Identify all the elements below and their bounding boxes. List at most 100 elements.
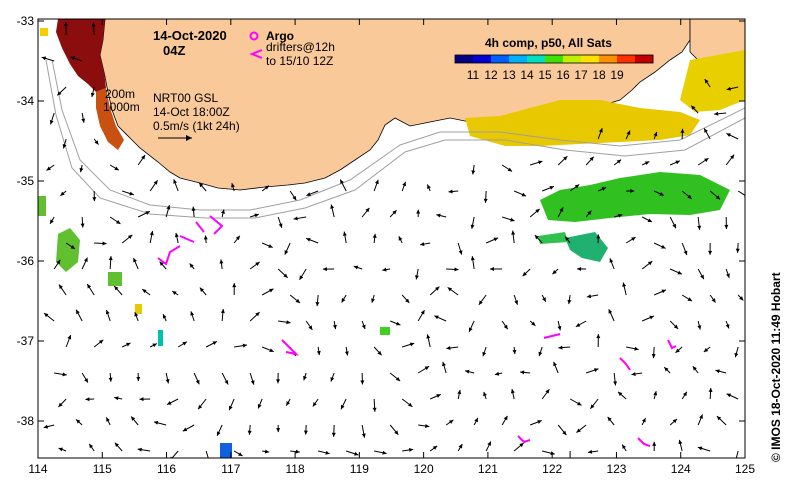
current-vector-head — [631, 237, 636, 241]
current-vector-head — [549, 185, 554, 190]
current-vector-head — [91, 22, 96, 27]
credit-label: © IMOS 18-Oct-2020 11:49 Hobart — [769, 272, 783, 462]
current-vector-head — [57, 91, 62, 96]
current-vector-head — [276, 428, 281, 433]
current-vector-head — [708, 387, 713, 393]
current-vector-head — [553, 361, 557, 367]
current-vector-head — [590, 404, 595, 409]
current-vector-head — [299, 275, 304, 280]
colorbar-segment — [635, 55, 654, 63]
current-vector-head — [493, 237, 499, 242]
current-vector-head — [58, 402, 63, 408]
current-vector-head — [711, 298, 716, 303]
current-vector-head — [189, 263, 194, 268]
current-vector-head — [726, 133, 731, 137]
current-vector-head — [342, 231, 347, 236]
current-vector-head — [292, 195, 297, 201]
current-vector-head — [575, 323, 581, 327]
colorbar-segment — [563, 55, 582, 63]
current-vector-head — [114, 442, 119, 447]
y-tick-label: -34 — [17, 94, 35, 108]
colorbar-frame — [454, 54, 654, 64]
current-vector-head — [141, 155, 146, 160]
current-vector-head — [228, 405, 233, 411]
current-vector-head — [442, 361, 446, 367]
composite-label: 4h comp, p50, All Sats — [485, 36, 612, 50]
current-vector-head — [142, 289, 147, 294]
current-vector-head — [458, 250, 463, 255]
current-vector-head — [487, 441, 491, 446]
current-vector-head — [224, 380, 229, 385]
current-vector-head — [534, 235, 540, 240]
current-vector-head — [653, 131, 658, 137]
current-vector-head — [478, 300, 483, 305]
current-vector-head — [416, 209, 421, 214]
current-vector-head — [514, 300, 519, 305]
current-vector-head — [131, 416, 136, 421]
current-vector-head — [392, 210, 397, 215]
current-vector-head — [503, 415, 508, 421]
y-axis: -33 -34 -35 -36 -37 -38 — [17, 14, 745, 428]
altimetry-source: NRT00 GSL — [153, 91, 218, 105]
current-vector-head — [286, 320, 291, 325]
current-vector-head — [394, 430, 399, 435]
current-vector-head — [587, 449, 593, 454]
current-vector-head — [594, 368, 599, 372]
sst-patch-west — [56, 228, 80, 272]
current-vector-head — [199, 287, 204, 292]
current-vector-head — [726, 273, 730, 278]
sst-band-teal-left — [538, 232, 568, 244]
current-vector-head — [587, 210, 592, 215]
current-vector-head — [62, 372, 67, 377]
current-vector-head — [167, 401, 172, 405]
sst-patch-green-mini — [380, 327, 390, 335]
current-vector-head — [60, 191, 65, 196]
current-vector-head — [90, 92, 95, 98]
current-vector-head — [165, 379, 170, 384]
current-vector-head — [395, 376, 401, 382]
current-vector-head — [653, 391, 658, 396]
colorbar-segment — [545, 55, 564, 63]
current-vector-head — [489, 266, 494, 271]
isobath-1000-label: 1000m — [103, 100, 140, 114]
current-vector-head — [598, 128, 603, 133]
current-vector-head — [470, 256, 475, 261]
current-vector-head — [608, 309, 613, 314]
x-tick-label: 122 — [542, 462, 562, 476]
current-vector-head — [44, 313, 49, 318]
current-vector-head — [106, 417, 110, 422]
sst-band-green — [540, 172, 730, 222]
colorbar-segment — [527, 55, 546, 63]
colorbar-segment — [581, 55, 600, 63]
current-vector-head — [255, 261, 260, 266]
current-vector-head — [468, 327, 473, 332]
current-vector-head — [139, 397, 144, 402]
current-vector-head — [59, 284, 63, 289]
drifter-track — [667, 339, 677, 350]
current-vector-head — [129, 191, 134, 196]
current-vector-head — [41, 56, 47, 61]
current-vector-head — [552, 269, 557, 275]
current-vector-head — [503, 324, 508, 330]
argo-icon — [249, 31, 259, 41]
sst-patch-yellow-mini — [135, 304, 142, 314]
current-vector-head — [134, 312, 139, 317]
current-vector-head — [341, 298, 346, 303]
current-vector-head — [577, 401, 582, 406]
current-vector-head — [651, 354, 656, 359]
current-vector-head — [250, 380, 255, 385]
current-vector-head — [687, 297, 692, 302]
isobath-200-label: 200m — [105, 87, 135, 101]
current-vector-head — [153, 180, 158, 185]
current-vector-head — [415, 275, 419, 280]
current-vector-head — [105, 309, 110, 315]
current-vector-head — [436, 394, 441, 398]
current-vector-head — [81, 118, 86, 123]
current-vector-head — [382, 450, 387, 455]
current-vector-head — [92, 197, 97, 202]
current-vector-head — [715, 369, 720, 374]
altimetry-time: 14-Oct 18:00Z — [153, 105, 230, 119]
current-vector-head — [220, 308, 225, 314]
current-vector-head — [316, 350, 321, 356]
